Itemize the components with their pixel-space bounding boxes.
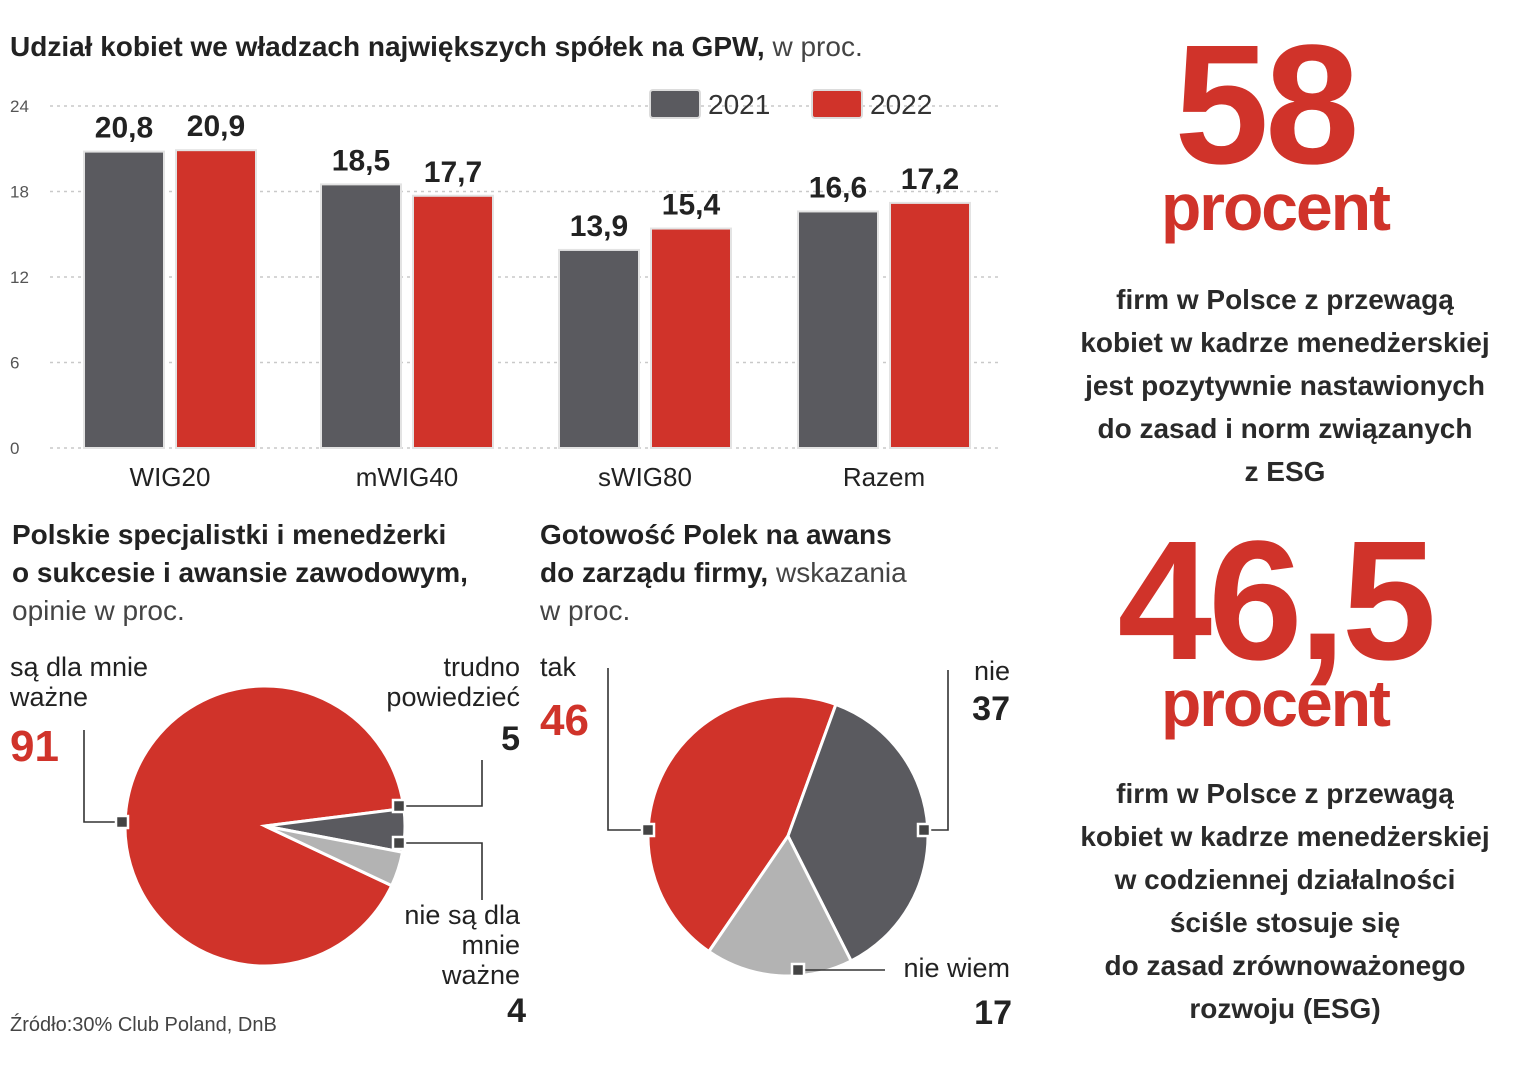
pie2-title: Gotowość Polek na awans do zarządu firmy… bbox=[540, 516, 1000, 630]
pie2-title-line2: do zarządu firmy, bbox=[540, 557, 769, 588]
stat1-line: z ESG bbox=[1244, 456, 1326, 487]
pie1-label-trudno: trudno powiedzieć bbox=[386, 652, 520, 712]
pie2-title-unit-inline: wskazania bbox=[775, 557, 907, 588]
stat2-line: rozwoju (ESG) bbox=[1189, 993, 1381, 1024]
stat2-description: firm w Polsce z przewagą kobiet w kadrze… bbox=[1040, 772, 1530, 1030]
x-tick-label: sWIG80 bbox=[598, 462, 692, 492]
pie1-slice-2 bbox=[264, 824, 405, 888]
stat1-line: jest pozytywnie nastawionych bbox=[1085, 370, 1485, 401]
pie2-label-nie: nie bbox=[973, 656, 1010, 686]
stat1-line: firm w Polsce z przewagą bbox=[1116, 284, 1454, 315]
stat1-line: do zasad i norm związanych bbox=[1097, 413, 1473, 444]
pie2-value-tak: 46 bbox=[540, 696, 589, 745]
bar-value-label: 15,4 bbox=[662, 189, 721, 222]
pie1-marker-wazne bbox=[114, 814, 130, 830]
stat2-line: ściśle stosuje się bbox=[1169, 907, 1401, 938]
pie2-slice-0 bbox=[646, 694, 838, 954]
bar-2022-Razem bbox=[889, 201, 971, 450]
pie2-title-line1: Gotowość Polek na awans bbox=[540, 519, 892, 550]
bar-value-label: 20,8 bbox=[95, 112, 153, 145]
stat1-description: firm w Polsce z przewagą kobiet w kadrze… bbox=[1040, 278, 1530, 493]
pie2-marker-nie bbox=[916, 822, 932, 838]
pie1-value-nie-wazne: 4 bbox=[507, 992, 526, 1030]
y-tick-label: 24 bbox=[10, 97, 29, 116]
legend-swatch-2021 bbox=[649, 89, 701, 119]
bar-2021-Razem bbox=[797, 210, 879, 449]
pie1-title-unit: opinie w proc. bbox=[12, 595, 185, 626]
pie1-leader-wazne bbox=[83, 730, 122, 823]
bar-2022-mWIG40 bbox=[412, 194, 494, 450]
x-tick-label: WIG20 bbox=[130, 462, 211, 492]
bar-value-label: 17,2 bbox=[901, 163, 959, 196]
pie1-value-trudno: 5 bbox=[501, 720, 520, 758]
x-tick-label: Razem bbox=[843, 462, 925, 492]
bar-2022-sWIG80 bbox=[650, 227, 732, 449]
legend-label: 2021 bbox=[708, 89, 770, 120]
pie1-title-line2: o sukcesie i awansie zawodowym, bbox=[12, 557, 468, 588]
stat2-number: 46,5 bbox=[1117, 506, 1437, 696]
bar-chart-title-bold: Udział kobiet we władzach największych s… bbox=[10, 31, 765, 62]
legend-swatch-2022 bbox=[811, 89, 863, 119]
pie1-slice-0 bbox=[123, 684, 406, 968]
bar-value-label: 20,9 bbox=[187, 110, 245, 143]
pie1-marker-trudno bbox=[391, 798, 407, 814]
stat2-line: w codziennej działalności bbox=[1114, 864, 1456, 895]
stat2-line: kobiet w kadrze menedżerskiej bbox=[1080, 821, 1490, 852]
pie1-label-wazne: są dla mnie ważne bbox=[10, 652, 149, 712]
bar-value-label: 17,7 bbox=[424, 156, 482, 189]
pie2-value-nie: 37 bbox=[972, 690, 1010, 728]
pie1-leader-trudno bbox=[399, 760, 483, 807]
y-tick-label: 0 bbox=[10, 439, 19, 458]
pie1-chart bbox=[83, 684, 483, 968]
pie2-label-nie-wiem: nie wiem bbox=[903, 953, 1010, 983]
bar-chart-title-unit: w proc. bbox=[772, 31, 863, 62]
stat2-line: firm w Polsce z przewagą bbox=[1116, 778, 1454, 809]
stat1-unit: procent bbox=[1160, 170, 1391, 244]
bar-2021-WIG20 bbox=[83, 150, 165, 449]
bar-value-label: 18,5 bbox=[332, 144, 390, 177]
pie1-title: Polskie specjalistki i menedżerki o sukc… bbox=[12, 516, 552, 630]
pie2-marker-nie-wiem bbox=[790, 962, 806, 978]
bar-value-label: 13,9 bbox=[570, 210, 628, 243]
bar-chart-title: Udział kobiet we władzach największych s… bbox=[10, 28, 1010, 66]
pie1-value-wazne: 91 bbox=[10, 722, 59, 771]
bar-2021-sWIG80 bbox=[558, 248, 640, 449]
x-tick-label: mWIG40 bbox=[356, 462, 459, 492]
stat1-line: kobiet w kadrze menedżerskiej bbox=[1080, 327, 1490, 358]
y-tick-label: 18 bbox=[10, 183, 29, 202]
y-tick-label: 12 bbox=[10, 268, 29, 287]
pie2-label-tak: tak bbox=[540, 652, 577, 682]
stat2-line: do zasad zrównoważonego bbox=[1104, 950, 1466, 981]
pie1-label-nie-wazne: nie są dla mnie ważne bbox=[404, 900, 520, 990]
bar-chart: 24 18 12 6 0 20,8 20,9 WIG20 18,5 17,7 mWIG40 13,9… bbox=[10, 89, 1000, 492]
pie2-leader-nie bbox=[924, 670, 949, 831]
stat2-unit: procent bbox=[1160, 666, 1391, 740]
pie1-marker-nie-wazne bbox=[391, 835, 407, 851]
bar-value-label: 16,6 bbox=[809, 171, 867, 204]
source-note: Źródło:30% Club Poland, DnB bbox=[10, 1014, 277, 1036]
y-tick-label: 6 bbox=[10, 354, 19, 373]
pie2-leader-tak bbox=[607, 668, 648, 831]
pie1-title-line1: Polskie specjalistki i menedżerki bbox=[12, 519, 447, 550]
legend-label: 2022 bbox=[870, 89, 932, 120]
pie2-chart bbox=[607, 668, 949, 978]
pie2-title-unit: w proc. bbox=[540, 595, 631, 626]
bar-2022-WIG20 bbox=[175, 149, 257, 450]
bar-2021-mWIG40 bbox=[320, 183, 402, 449]
pie2-value-nie-wiem: 17 bbox=[974, 994, 1012, 1032]
pie1-leader-nie-wazne bbox=[399, 842, 483, 900]
pie2-slice-2 bbox=[706, 833, 854, 978]
pie2-marker-tak bbox=[640, 822, 656, 838]
stat1-number: 58 bbox=[1174, 10, 1359, 200]
